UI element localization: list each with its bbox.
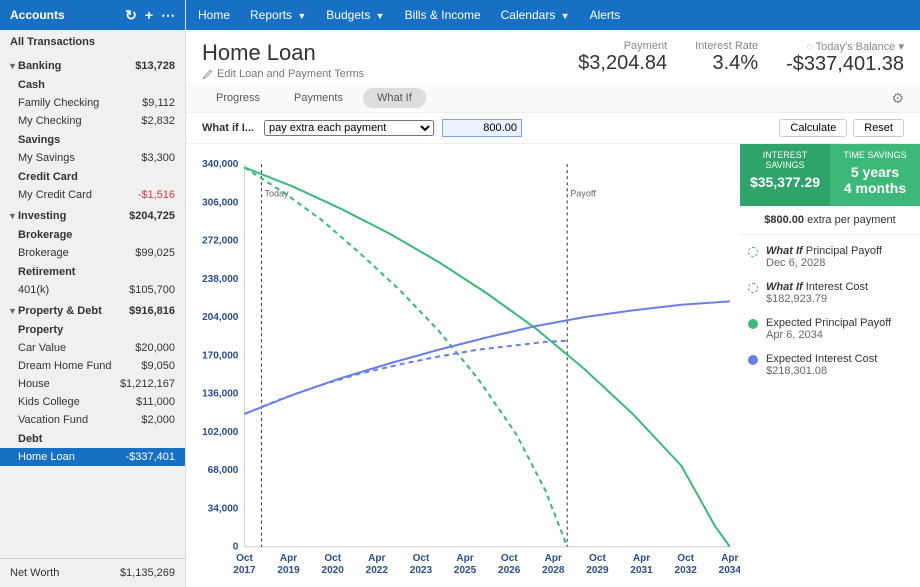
svg-text:306,000: 306,000 xyxy=(202,197,239,208)
whatif-select[interactable]: pay extra each payment xyxy=(264,120,434,136)
nav-budgets[interactable]: Budgets ▼ xyxy=(326,8,384,22)
nav-reports[interactable]: Reports ▼ xyxy=(250,8,306,22)
svg-text:2019: 2019 xyxy=(277,565,300,576)
payoff-chart: 0 34,000 68,000 102,000 136,000 170,000 204,00… xyxy=(196,154,740,587)
nav-calendars[interactable]: Calendars ▼ xyxy=(501,8,570,22)
nav-billsincome[interactable]: Bills & Income xyxy=(405,8,481,22)
svg-text:Oct: Oct xyxy=(589,553,606,564)
interest-savings: INTEREST SAVINGS $35,377.29 xyxy=(740,144,830,206)
account-item[interactable]: Dream Home Fund$9,050 xyxy=(0,357,185,375)
refresh-icon[interactable]: ↻ xyxy=(125,7,137,24)
svg-text:Apr: Apr xyxy=(368,553,385,564)
pencil-icon xyxy=(202,69,213,80)
svg-text:Oct: Oct xyxy=(413,553,430,564)
svg-text:2017: 2017 xyxy=(233,565,256,576)
svg-text:0: 0 xyxy=(233,542,239,553)
account-group[interactable]: ▼Banking$13,728 xyxy=(0,54,185,75)
account-item[interactable]: My Checking$2,832 xyxy=(0,112,185,130)
nav-home[interactable]: Home xyxy=(198,8,230,22)
all-transactions[interactable]: All Transactions xyxy=(0,30,185,54)
svg-text:34,000: 34,000 xyxy=(208,503,239,514)
extra-payment-note: $800.00 extra per payment xyxy=(740,206,920,235)
account-item[interactable]: My Savings$3,300 xyxy=(0,149,185,167)
tab-payments[interactable]: Payments xyxy=(280,88,357,108)
top-nav: Home Reports ▼ Budgets ▼ Bills & Income Cale… xyxy=(186,0,920,30)
svg-text:Apr: Apr xyxy=(456,553,473,564)
calculate-button[interactable]: Calculate xyxy=(779,119,847,137)
networth-value: $1,135,269 xyxy=(120,567,175,579)
svg-text:2031: 2031 xyxy=(630,565,653,576)
svg-text:170,000: 170,000 xyxy=(202,350,239,361)
account-section: Retirement xyxy=(0,262,185,281)
svg-text:Apr: Apr xyxy=(633,553,650,564)
gear-icon[interactable]: ⚙ xyxy=(891,90,904,107)
page-title: Home Loan xyxy=(202,40,550,66)
account-section: Savings xyxy=(0,130,185,149)
svg-text:Apr: Apr xyxy=(721,553,738,564)
account-item[interactable]: Kids College$11,000 xyxy=(0,393,185,411)
account-item[interactable]: Home Loan-$337,401 xyxy=(0,448,185,466)
reset-button[interactable]: Reset xyxy=(853,119,904,137)
account-item[interactable]: Brokerage$99,025 xyxy=(0,244,185,262)
account-item[interactable]: Family Checking$9,112 xyxy=(0,94,185,112)
account-section: Property xyxy=(0,320,185,339)
account-group[interactable]: ▼Investing$204,725 xyxy=(0,204,185,225)
account-item[interactable]: Car Value$20,000 xyxy=(0,339,185,357)
svg-text:Apr: Apr xyxy=(545,553,562,564)
accounts-list: All Transactions▼Banking$13,728CashFamil… xyxy=(0,30,185,558)
whatif-amount-input[interactable] xyxy=(442,119,522,137)
svg-text:2032: 2032 xyxy=(675,565,698,576)
legend-item: What If Principal PayoffDec 6, 2028 xyxy=(748,245,912,269)
stat-todaysbalance[interactable]: ◌ Today's Balance ▾-$337,401.38 xyxy=(786,40,904,76)
svg-text:Oct: Oct xyxy=(236,553,253,564)
account-section: Cash xyxy=(0,75,185,94)
svg-text:2026: 2026 xyxy=(498,565,521,576)
svg-text:340,000: 340,000 xyxy=(202,159,239,170)
svg-text:68,000: 68,000 xyxy=(208,465,239,476)
svg-text:2025: 2025 xyxy=(454,565,477,576)
legend-item: Expected Interest Cost$218,301.08 xyxy=(748,353,912,377)
nav-alerts[interactable]: Alerts xyxy=(590,8,621,22)
stat-interestrate: Interest Rate3.4% xyxy=(695,40,758,76)
account-item[interactable]: My Credit Card-$1,516 xyxy=(0,186,185,204)
svg-text:238,000: 238,000 xyxy=(202,274,239,285)
legend-item: What If Interest Cost$182,923.79 xyxy=(748,281,912,305)
svg-text:Oct: Oct xyxy=(501,553,518,564)
account-group[interactable]: ▼Property & Debt$916,816 xyxy=(0,299,185,320)
tab-progress[interactable]: Progress xyxy=(202,88,274,108)
more-icon[interactable]: ⋯ xyxy=(161,7,175,24)
svg-text:2023: 2023 xyxy=(410,565,433,576)
edit-loan-link[interactable]: Edit Loan and Payment Terms xyxy=(202,68,550,80)
account-item[interactable]: Vacation Fund$2,000 xyxy=(0,411,185,429)
svg-text:Oct: Oct xyxy=(324,553,341,564)
svg-text:Apr: Apr xyxy=(280,553,297,564)
svg-text:Payoff: Payoff xyxy=(570,188,596,198)
svg-text:272,000: 272,000 xyxy=(202,236,239,247)
svg-text:136,000: 136,000 xyxy=(202,389,239,400)
account-section: Credit Card xyxy=(0,167,185,186)
svg-text:102,000: 102,000 xyxy=(202,427,239,438)
legend-item: Expected Principal PayoffApr 6, 2034 xyxy=(748,317,912,341)
whatif-label: What if I... xyxy=(202,122,254,134)
svg-text:2034: 2034 xyxy=(719,565,740,576)
svg-text:2022: 2022 xyxy=(366,565,389,576)
stat-payment: Payment$3,204.84 xyxy=(578,40,667,76)
svg-text:Oct: Oct xyxy=(677,553,694,564)
tab-whatif[interactable]: What If xyxy=(363,88,426,108)
time-savings: TIME SAVINGS 5 years4 months xyxy=(830,144,920,206)
account-item[interactable]: 401(k)$105,700 xyxy=(0,281,185,299)
svg-text:2020: 2020 xyxy=(322,565,345,576)
svg-text:2028: 2028 xyxy=(542,565,565,576)
account-section: Debt xyxy=(0,429,185,448)
account-item[interactable]: House$1,212,167 xyxy=(0,375,185,393)
networth-label: Net Worth xyxy=(10,567,120,579)
svg-text:204,000: 204,000 xyxy=(202,312,239,323)
add-icon[interactable]: + xyxy=(145,7,153,23)
sidebar-title: Accounts xyxy=(10,8,117,22)
svg-text:2029: 2029 xyxy=(586,565,609,576)
account-section: Brokerage xyxy=(0,225,185,244)
